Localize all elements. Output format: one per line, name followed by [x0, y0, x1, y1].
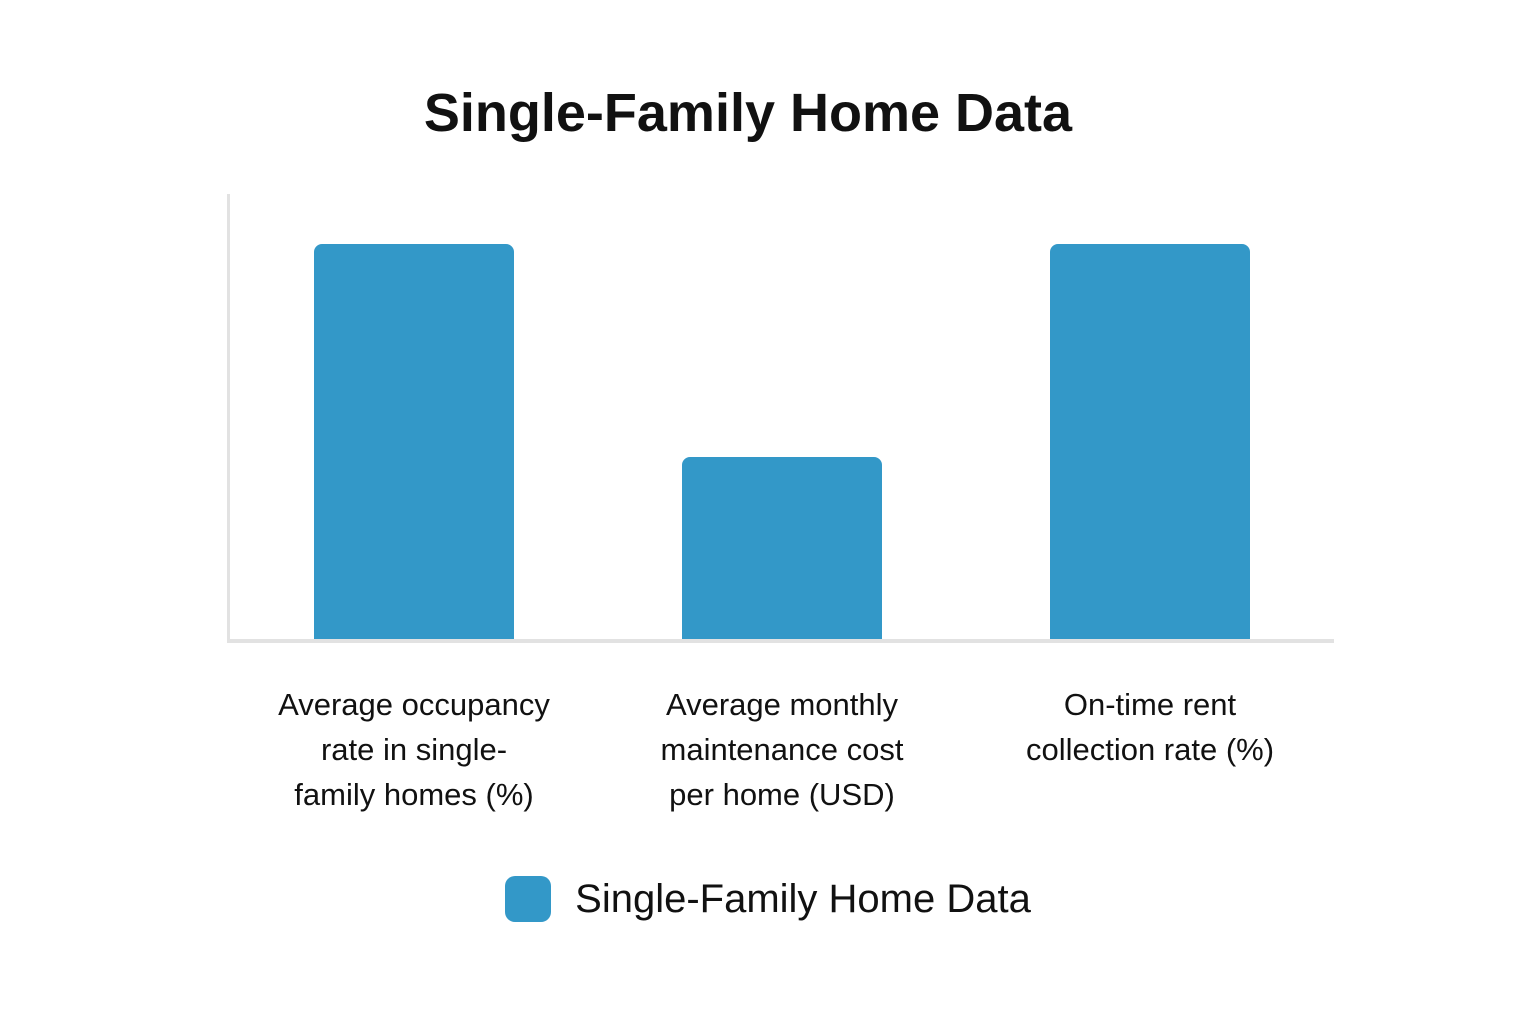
bar-slot	[230, 195, 598, 639]
x-axis-line	[227, 639, 1334, 643]
bar-slot	[966, 195, 1334, 639]
plot-area	[230, 195, 1334, 639]
y-axis-line	[227, 194, 230, 643]
chart-title: Single-Family Home Data	[423, 83, 1073, 143]
legend-swatch	[505, 876, 552, 922]
x-axis-label-average-maintenance-cost: Average monthly maintenance cost per hom…	[660, 687, 904, 812]
x-axis-labels: Average occupancy rate in single- family…	[230, 682, 1334, 817]
bar-on-time-rent-collection	[1050, 243, 1250, 639]
bar-average-maintenance-cost	[682, 456, 882, 639]
x-axis-label-average-occupancy-rate: Average occupancy rate in single- family…	[278, 687, 550, 812]
bar-average-occupancy-rate	[314, 243, 514, 639]
bar-slot	[598, 195, 966, 639]
legend-label: Single-Family Home Data	[575, 876, 1031, 921]
x-axis-label-on-time-rent-collection: On-time rent collection rate (%)	[1025, 687, 1275, 767]
legend: Single-Family Home Data	[0, 876, 1536, 922]
